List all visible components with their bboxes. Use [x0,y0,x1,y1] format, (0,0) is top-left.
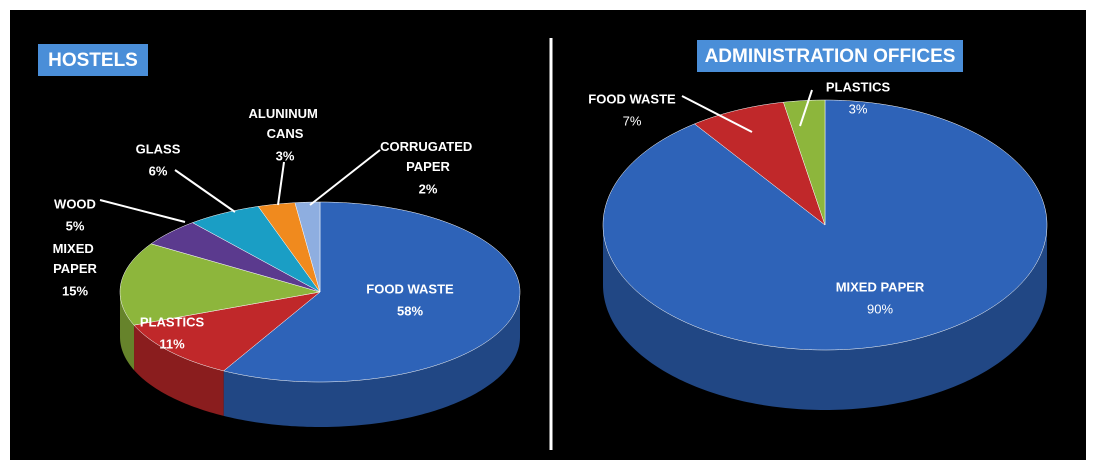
category-label: ALUNINUM CANS [249,106,322,141]
slice-side [223,292,520,427]
slice [133,291,321,372]
category-label: PLASTICS [826,79,891,94]
value-label: 2% [419,181,438,196]
label-line: PAPER [53,261,97,276]
label-line: CORRUGATED [380,139,476,154]
leader-line [174,169,236,213]
category-label: CORRUGATED PAPER [380,139,476,174]
slice [294,201,321,293]
slice [257,202,321,293]
value-label: 3% [276,148,295,163]
category-label: PLASTICS [140,314,205,329]
leader-line [799,89,813,127]
value-label: 90% [867,301,893,316]
slice [223,201,521,383]
slice [694,101,826,226]
category-label: GLASS [136,141,181,156]
label-line: PAPER [406,159,450,174]
category-label: FOOD WASTE [366,281,454,296]
label-line: ALUNINUM [249,106,322,121]
category-label: MIXED PAPER [53,241,98,276]
value-label: 3% [849,101,868,116]
slice [119,243,321,326]
slice-side [134,325,224,416]
leader-line [681,95,753,133]
slice [783,99,826,226]
slice-side [120,292,135,371]
chart-title: HOSTELS [48,50,138,71]
value-label: 58% [397,303,423,318]
category-label: WOOD [54,196,96,211]
leader-line [99,199,186,223]
label-line: MIXED [53,241,98,256]
value-label: 6% [149,163,168,178]
value-label: 11% [159,336,185,351]
slice-side [603,225,1047,410]
title-box [38,44,148,76]
leader-line [309,149,381,206]
slice [150,222,321,293]
chart-title: ADMINISTRATION OFFICES [705,46,956,67]
label-line: CANS [267,126,304,141]
leader-line [277,161,285,206]
category-label: FOOD WASTE [588,91,676,106]
title-box [697,40,963,72]
value-label: 5% [66,218,85,233]
value-label: 7% [623,113,642,128]
slice [191,206,321,293]
value-label: 15% [62,283,88,298]
category-label: MIXED PAPER [836,279,925,294]
